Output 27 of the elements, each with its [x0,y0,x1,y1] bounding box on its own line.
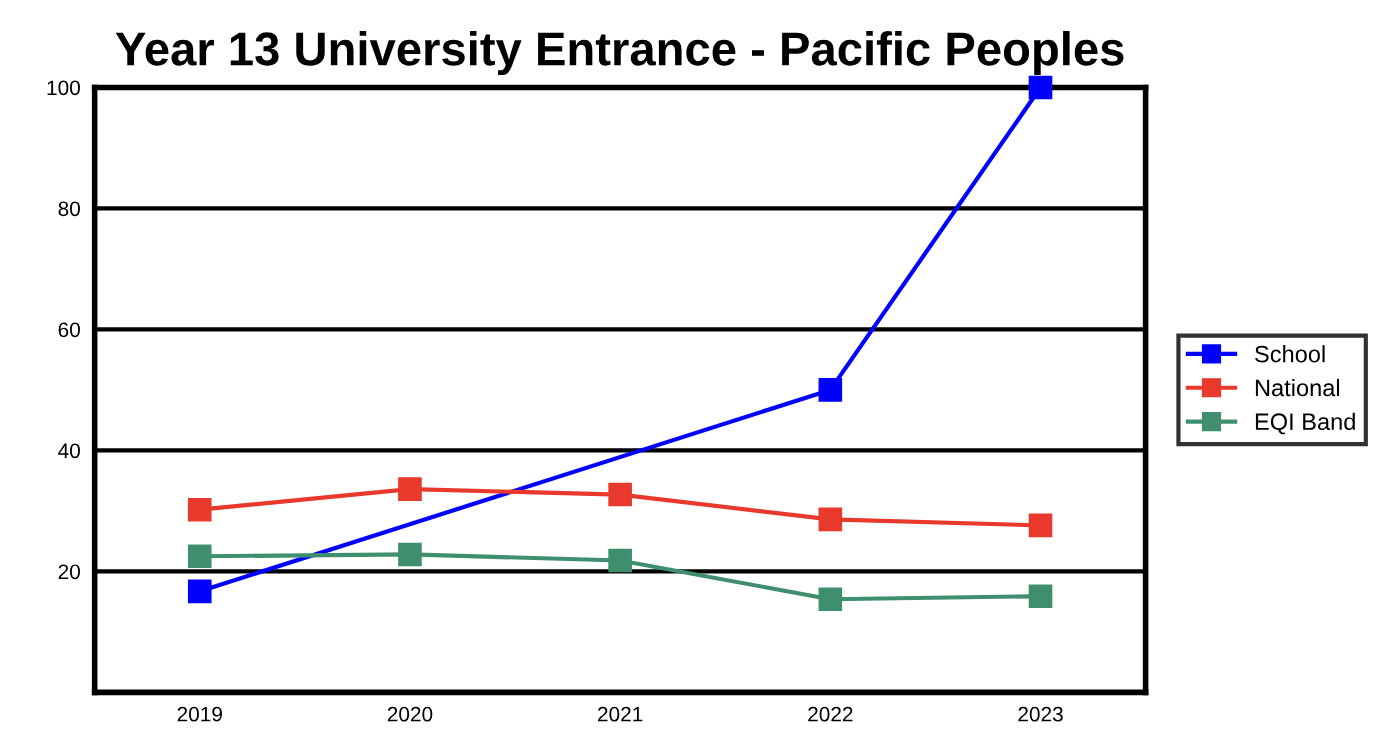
point [1028,513,1053,538]
point [187,579,212,604]
point [608,482,632,507]
point [187,497,212,522]
y-tick-label: 80 [58,201,80,217]
x-tick-label: 2023 [1018,706,1063,722]
point [398,542,422,567]
point [818,587,843,612]
legend-label: National [1255,378,1340,397]
chart-title: Year 13 University Entrance - Pacific Peoples [115,31,1124,76]
point [1028,584,1053,608]
point [818,507,843,532]
x-tick-label: 2022 [808,706,853,722]
point [608,548,632,573]
point [1028,75,1053,100]
y-tick-label: 20 [58,564,80,580]
legend-label: School [1255,345,1325,363]
y-tick-label: 40 [58,443,80,459]
y-tick-label: 100 [47,80,80,96]
x-tick-label: 2019 [177,706,222,722]
x-tick-label: 2021 [598,706,643,722]
point [398,477,422,501]
point [818,378,843,402]
point [187,544,212,569]
legend-label: EQI Band [1255,412,1355,435]
y-tick-label: 60 [58,322,80,338]
x-tick-label: 2020 [387,706,433,722]
